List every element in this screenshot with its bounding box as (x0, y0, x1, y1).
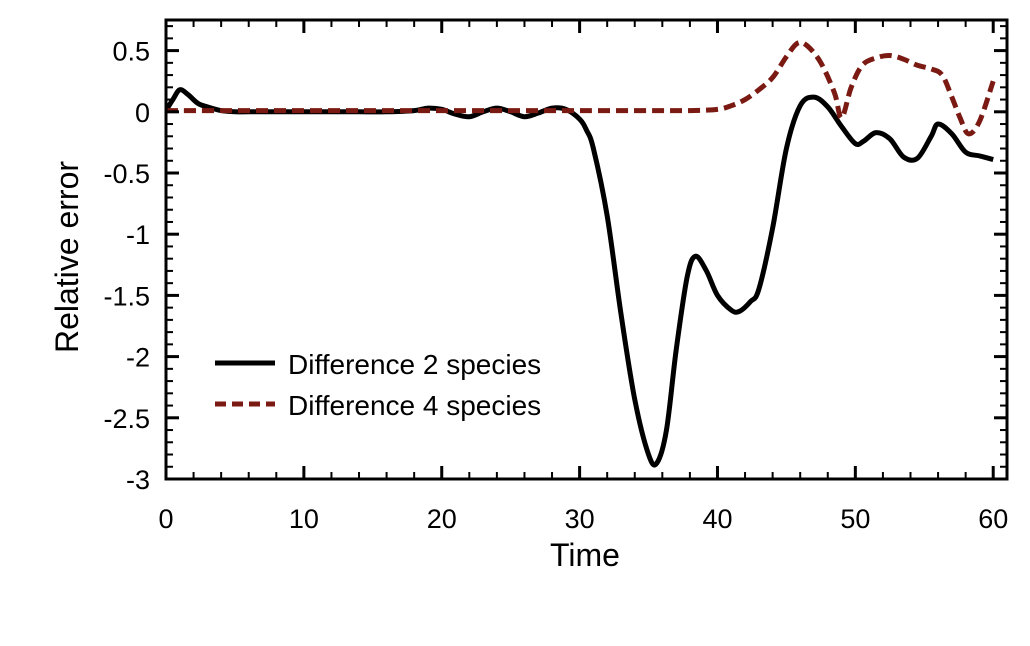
x-tick-label: 30 (565, 504, 595, 534)
y-axis-label: Relative error (49, 161, 85, 353)
legend-label-difference-4-species: Difference 4 species (288, 390, 541, 421)
x-tick-label: 10 (289, 504, 319, 534)
series-layer (166, 39, 996, 468)
x-tick-labels: 0 10 20 30 40 50 60 (158, 504, 1008, 534)
y-tick-label: 0 (135, 98, 150, 128)
y-tick-label: -1.5 (103, 281, 150, 311)
series-line-difference-4-species (166, 39, 996, 137)
x-tick-label: 20 (427, 504, 457, 534)
plot-frame (164, 18, 1009, 481)
axes-frame (164, 18, 1009, 481)
axis-ticks (164, 20, 1007, 481)
y-tick-label: -2 (126, 343, 150, 373)
x-tick-label: 0 (158, 504, 173, 534)
legend: Difference 2 species Difference 4 specie… (215, 349, 541, 421)
x-tick-label: 40 (702, 504, 732, 534)
x-tick-label: 60 (978, 504, 1008, 534)
legend-label-difference-2-species: Difference 2 species (288, 349, 541, 380)
y-tick-labels: 0.5 0 -0.5 -1 -1.5 -2 -2.5 -3 (103, 37, 150, 495)
x-tick-label: 50 (840, 504, 870, 534)
y-tick-label: -2.5 (103, 404, 150, 434)
y-tick-label: -0.5 (103, 159, 150, 189)
y-tick-label: -1 (126, 220, 150, 250)
y-tick-label: 0.5 (112, 37, 150, 67)
x-axis-label: Time (550, 537, 620, 573)
y-tick-label: -3 (126, 465, 150, 495)
